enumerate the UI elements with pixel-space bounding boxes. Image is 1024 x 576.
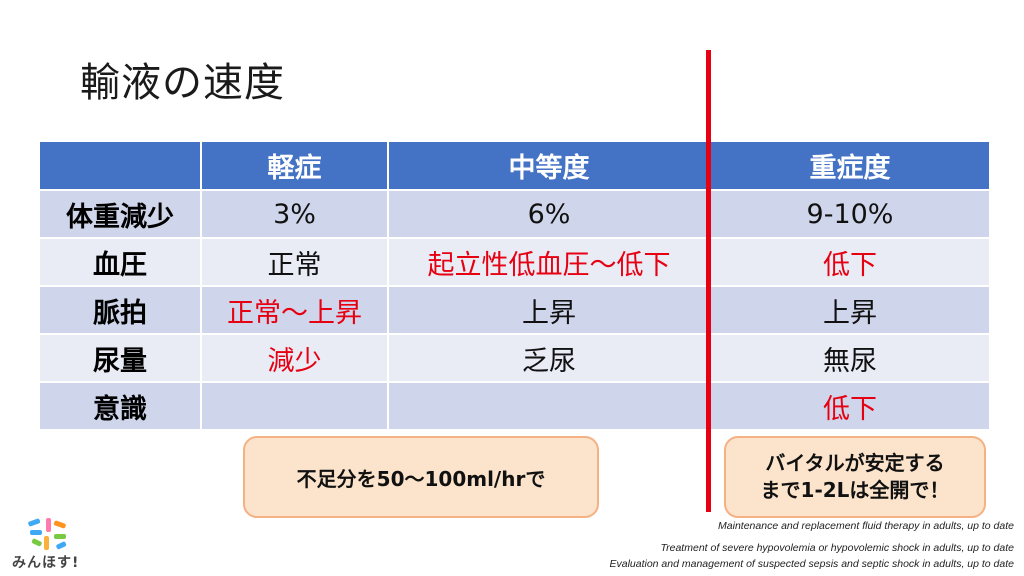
callout-full-rate-line2: まで1-2Lは全開で！ (760, 478, 950, 502)
cell-urine-severe: 無尿 (710, 334, 991, 383)
cell-pulse-severe: 上昇 (710, 286, 991, 335)
row-label-consciousness: 意識 (40, 382, 202, 431)
table-row: 尿量 減少 乏尿 無尿 (40, 334, 991, 383)
cell-urine-moderate: 乏尿 (388, 334, 711, 383)
cell-weight-loss-mild: 3% (201, 190, 389, 239)
logo: みんほす! (12, 514, 82, 572)
table-row: 体重減少 3% 6% 9-10% (40, 190, 991, 239)
cell-urine-mild: 減少 (201, 334, 389, 383)
cell-weight-loss-severe: 9-10% (710, 190, 991, 239)
table-header-row: 軽症 中等度 重症度 (40, 142, 991, 191)
cell-consciousness-severe: 低下 (710, 382, 991, 431)
dehydration-severity-table: 軽症 中等度 重症度 体重減少 3% 6% 9-10% 血圧 正常 起立性低血圧… (40, 142, 991, 431)
logo-text: みんほす! (12, 555, 80, 571)
row-label-weight-loss: 体重減少 (40, 190, 202, 239)
callout-full-rate: バイタルが安定する まで1-2Lは全開で！ (724, 436, 986, 518)
reference-3: Evaluation and management of suspected s… (609, 558, 1014, 570)
row-label-blood-pressure: 血圧 (40, 238, 202, 287)
cell-pulse-mild: 正常～上昇 (201, 286, 389, 335)
header-cell-blank (40, 142, 202, 191)
cell-bp-moderate: 起立性低血圧～低下 (388, 238, 711, 287)
cell-bp-severe: 低下 (710, 238, 991, 287)
header-cell-severe: 重症度 (710, 142, 991, 191)
reference-1: Maintenance and replacement fluid therap… (718, 520, 1014, 532)
row-label-pulse: 脈拍 (40, 286, 202, 335)
cell-bp-mild: 正常 (201, 238, 389, 287)
cell-weight-loss-moderate: 6% (388, 190, 711, 239)
header-cell-mild: 軽症 (201, 142, 389, 191)
callout-deficit-rate: 不足分を50～100ml/hrで (243, 436, 599, 518)
cell-consciousness-moderate (388, 382, 711, 431)
callout-full-rate-line1: バイタルが安定する (765, 451, 945, 475)
table-row: 血圧 正常 起立性低血圧～低下 低下 (40, 238, 991, 287)
table-row: 脈拍 正常～上昇 上昇 上昇 (40, 286, 991, 335)
header-cell-moderate: 中等度 (388, 142, 711, 191)
cell-pulse-moderate: 上昇 (388, 286, 711, 335)
row-label-urine-output: 尿量 (40, 334, 202, 383)
logo-mark-icon (28, 518, 67, 550)
reference-2: Treatment of severe hypovolemia or hypov… (660, 542, 1015, 554)
cell-consciousness-mild (201, 382, 389, 431)
page-title: 輸液の速度 (80, 60, 285, 106)
table-row: 意識 低下 (40, 382, 991, 431)
red-divider-line (706, 50, 711, 512)
